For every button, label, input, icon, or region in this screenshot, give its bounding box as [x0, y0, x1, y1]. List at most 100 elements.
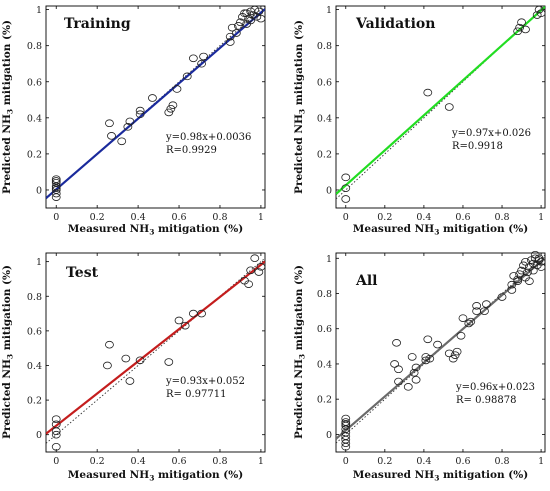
data-point	[341, 420, 351, 428]
y-axis-label: Predicted NH3 mitigation (%)	[1, 265, 15, 439]
x-tick-label: 0.4	[131, 212, 146, 223]
data-point	[236, 18, 245, 27]
x-tick-label: 0.2	[90, 212, 105, 223]
data-point	[394, 365, 403, 374]
y-tick-label: 0.4	[27, 113, 42, 124]
data-point	[135, 110, 145, 119]
data-point	[456, 331, 466, 340]
y-tick-label: 0.2	[317, 395, 332, 406]
data-point	[51, 182, 61, 191]
y-tick-label: 1	[326, 254, 332, 265]
y-tick-label: 0.8	[27, 41, 42, 52]
fit-line	[336, 6, 545, 195]
data-point	[225, 38, 235, 46]
data-point	[534, 256, 544, 264]
x-tick-label: 0.4	[416, 456, 431, 467]
data-point	[250, 5, 260, 14]
data-point	[482, 300, 491, 308]
data-point	[174, 316, 184, 325]
data-point	[411, 363, 421, 372]
y-tick-label: 0.4	[317, 113, 332, 124]
x-tick-label: 0	[53, 212, 59, 223]
y-tick-label: 0.4	[317, 359, 332, 370]
data-point	[341, 184, 351, 192]
data-point	[244, 280, 254, 288]
data-point	[105, 119, 114, 128]
x-axis-label: Measured NH3 mitigation (%)	[353, 223, 528, 237]
y-tick-label: 0.6	[317, 77, 332, 88]
data-point	[411, 375, 421, 384]
data-point	[480, 307, 489, 315]
panel-test: 0 0 0.2 0.2 0.4 0.4 0.6 0.6 0.8 0.8 1 1 Test y=0.93x+…	[1, 252, 266, 483]
data-point	[166, 105, 176, 113]
data-point	[125, 117, 135, 126]
data-point	[444, 103, 454, 111]
data-point	[341, 442, 351, 451]
data-point	[425, 354, 435, 363]
y-tick-label: 0	[326, 430, 332, 441]
data-point	[248, 11, 258, 19]
data-point	[536, 258, 546, 266]
data-point	[444, 349, 454, 358]
fit-line	[46, 260, 265, 435]
fit-equation: y=0.93x+0.052	[165, 376, 245, 387]
data-point	[497, 293, 507, 301]
axes-box	[335, 252, 546, 453]
data-point	[523, 268, 532, 277]
panel-title: Validation	[355, 16, 435, 32]
fit-equation: y=0.98x+0.0036	[165, 132, 251, 143]
data-point	[51, 186, 61, 194]
data-point	[51, 175, 61, 183]
data-point	[51, 427, 61, 436]
y-axis-label: Predicted NH3 mitigation (%)	[293, 265, 307, 439]
x-tick-label: 0	[343, 212, 349, 223]
y-tick-label: 1	[326, 5, 332, 16]
x-tick-label: 0.6	[171, 456, 186, 467]
data-point	[256, 263, 266, 271]
data-point	[51, 178, 61, 187]
data-point	[51, 193, 61, 201]
y-tick-label: 0.6	[27, 326, 42, 337]
data-point	[472, 302, 482, 310]
identity-line	[46, 257, 265, 444]
y-tick-label: 0.8	[317, 289, 332, 300]
y-axis-label: Predicted NH3 mitigation (%)	[293, 20, 307, 194]
y-tick-label: 0.8	[317, 41, 332, 52]
fit-line	[46, 8, 265, 199]
data-point	[534, 254, 544, 263]
data-point	[534, 5, 544, 14]
data-point	[519, 261, 528, 270]
data-point	[103, 361, 112, 370]
y-tick-label: 1	[36, 5, 42, 16]
x-tick-label: 0.2	[90, 456, 105, 467]
data-point	[521, 25, 530, 34]
data-point	[403, 383, 413, 391]
data-point	[472, 307, 482, 315]
x-tick-label: 0.8	[212, 212, 227, 223]
data-point	[51, 189, 61, 198]
panel-all: 0 0 0.2 0.2 0.4 0.4 0.6 0.6 0.8 0.8 1 1 All y=0.96x+0…	[293, 250, 546, 483]
x-axis-label: Measured NH3 mitigation (%)	[68, 469, 243, 483]
data-point	[123, 123, 133, 131]
data-point	[182, 72, 192, 81]
data-point	[51, 443, 61, 451]
data-point	[51, 177, 61, 185]
data-point	[423, 88, 433, 97]
x-tick-label: 0	[53, 456, 59, 467]
y-tick-label: 0.8	[27, 292, 42, 303]
data-point	[254, 268, 264, 276]
axes-box	[45, 5, 266, 209]
correlation-r: R= 0.97711	[166, 389, 226, 400]
y-tick-label: 0.6	[27, 77, 42, 88]
data-point	[392, 339, 401, 347]
data-point	[121, 354, 131, 363]
data-point	[227, 23, 237, 32]
data-point	[528, 266, 538, 275]
data-point	[507, 286, 517, 294]
x-tick-label: 0.6	[455, 212, 470, 223]
data-point	[250, 254, 260, 262]
data-point	[452, 347, 462, 356]
data-point	[231, 29, 241, 37]
x-tick-label: 1	[538, 456, 544, 467]
